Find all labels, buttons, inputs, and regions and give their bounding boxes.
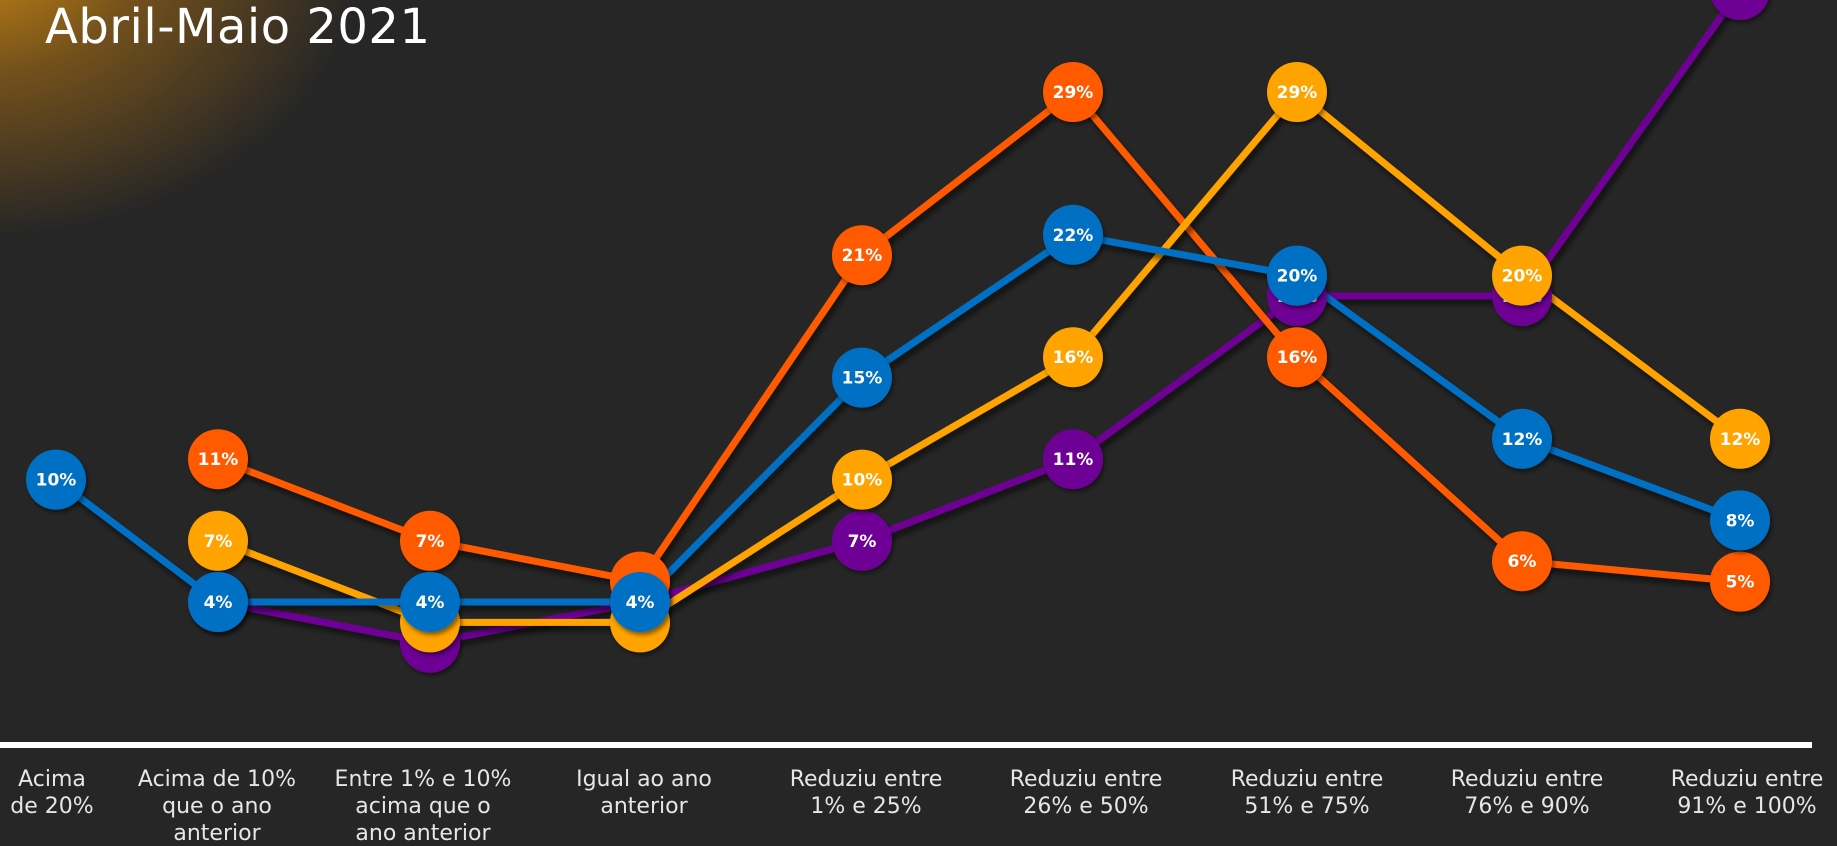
yellow-series-marker	[832, 449, 892, 510]
blue-series-point: 4%	[188, 572, 248, 632]
blue-series-data-label: 10%	[36, 471, 77, 491]
orange-series-data-label: 5%	[1726, 573, 1755, 593]
yellow-series-data-label: 7%	[204, 532, 233, 552]
blue-series-point: 15%	[832, 347, 892, 408]
blue-series-data-label: 15%	[842, 369, 883, 389]
yellow-series-point: 12%	[1710, 408, 1770, 469]
purple-series-point: 7%	[832, 510, 892, 571]
yellow-series-point: 20%	[1492, 245, 1552, 306]
orange-series-point: 5%	[1710, 551, 1770, 612]
blue-series-point: 4%	[400, 572, 460, 632]
yellow-series-data-label: 16%	[1053, 348, 1094, 368]
orange-series-marker	[832, 225, 892, 286]
x-tick-label: Reduziu entre 76% e 90%	[1451, 767, 1604, 819]
orange-series-data-label: 21%	[842, 246, 883, 266]
orange-series-data-label: 11%	[198, 450, 239, 470]
purple-series-data-label: 34%	[1720, 0, 1761, 1]
orange-series-marker	[400, 510, 460, 571]
yellow-series-point: 7%	[188, 510, 248, 571]
chart-title: Abril-Maio 2021	[45, 0, 431, 55]
x-tick-label: Reduziu entre 26% e 50%	[1010, 767, 1163, 819]
yellow-series-marker	[188, 510, 248, 571]
orange-series-data-label: 29%	[1053, 83, 1094, 103]
orange-series-data-label: 16%	[1277, 348, 1318, 368]
orange-series-marker	[188, 429, 248, 490]
orange-series-data-label: 7%	[416, 532, 445, 552]
x-tick-label: Acima de 10% que o ano anterior	[138, 767, 296, 846]
blue-series-point: 4%	[610, 572, 670, 632]
yellow-series-data-label: 10%	[842, 471, 883, 491]
blue-series-point: 10%	[26, 449, 86, 510]
yellow-series-point: 16%	[1043, 327, 1103, 388]
blue-series-data-label: 4%	[204, 593, 233, 613]
blue-series-marker	[188, 572, 248, 632]
purple-series-line	[214, 0, 1738, 647]
blue-series-marker	[1492, 408, 1552, 469]
yellow-series-data-label: 20%	[1502, 267, 1543, 287]
yellow-series-point: 10%	[832, 449, 892, 510]
blue-series-data-label: 22%	[1053, 226, 1094, 246]
purple-series-marker	[1711, 0, 1769, 20]
yellow-series-marker	[1492, 245, 1552, 306]
purple-series-data-label: 11%	[1053, 450, 1094, 470]
blue-series-data-label: 20%	[1277, 267, 1318, 287]
orange-series-marker	[1710, 551, 1770, 612]
blue-series-marker	[1267, 245, 1327, 306]
yellow-series-line	[214, 88, 1744, 626]
orange-series-point: 6%	[1492, 531, 1552, 592]
blue-series-marker	[832, 347, 892, 408]
series-layer: 2%7%11%19%19%34%11%7%21%29%16%6%5%7%10%1…	[26, 0, 1770, 673]
series-lines	[52, 0, 1744, 647]
blue-series-data-label: 12%	[1502, 430, 1543, 450]
orange-series-line	[214, 88, 1744, 586]
blue-series-marker	[26, 449, 86, 510]
purple-series-marker	[832, 510, 892, 571]
blue-series-point: 12%	[1492, 408, 1552, 469]
orange-series-point: 29%	[1043, 62, 1103, 122]
purple-series-marker	[1043, 429, 1103, 490]
x-tick-label: Entre 1% e 10% acima que o ano anterior	[335, 767, 512, 846]
blue-series-data-label: 8%	[1726, 511, 1755, 531]
blue-series-point: 20%	[1267, 245, 1327, 306]
blue-series-data-label: 4%	[416, 593, 445, 613]
blue-series-marker	[400, 572, 460, 632]
blue-series-marker	[1710, 490, 1770, 551]
orange-series-marker	[1267, 327, 1327, 388]
orange-series-data-label: 6%	[1508, 552, 1537, 572]
orange-series-marker	[1043, 62, 1103, 122]
yellow-series-data-label: 29%	[1277, 83, 1318, 103]
blue-series-data-label: 4%	[626, 593, 655, 613]
orange-series-point: 21%	[832, 225, 892, 286]
x-tick-label: Reduziu entre 91% e 100%	[1671, 767, 1824, 819]
yellow-series-marker	[1043, 327, 1103, 388]
yellow-series-point: 29%	[1267, 62, 1327, 122]
series-markers: 2%7%11%19%19%34%11%7%21%29%16%6%5%7%10%1…	[26, 0, 1770, 673]
orange-series-point: 16%	[1267, 327, 1327, 388]
category-labels: Acima de 20% Acima de 10% que o ano anterior…	[10, 767, 1823, 846]
purple-series-point: 34%	[1711, 0, 1769, 20]
blue-series-marker	[610, 572, 670, 632]
x-tick-label: Acima de 20%	[10, 767, 93, 819]
orange-series-point: 11%	[188, 429, 248, 490]
orange-series-marker	[1492, 531, 1552, 592]
x-tick-label: Igual ao ano anterior	[576, 767, 712, 819]
yellow-series-marker	[1710, 408, 1770, 469]
purple-series-point: 11%	[1043, 429, 1103, 490]
x-tick-label: Reduziu entre 1% e 25%	[790, 767, 943, 819]
yellow-series-data-label: 12%	[1720, 430, 1761, 450]
blue-series-point: 22%	[1043, 204, 1103, 265]
blue-series-marker	[1043, 204, 1103, 265]
blue-series-point: 8%	[1710, 490, 1770, 551]
blue-series-line	[52, 231, 1744, 606]
x-tick-label: Reduziu entre 51% e 75%	[1231, 767, 1384, 819]
yellow-series-marker	[1267, 62, 1327, 122]
purple-series-data-label: 7%	[848, 532, 877, 552]
orange-series-point: 7%	[400, 510, 460, 571]
